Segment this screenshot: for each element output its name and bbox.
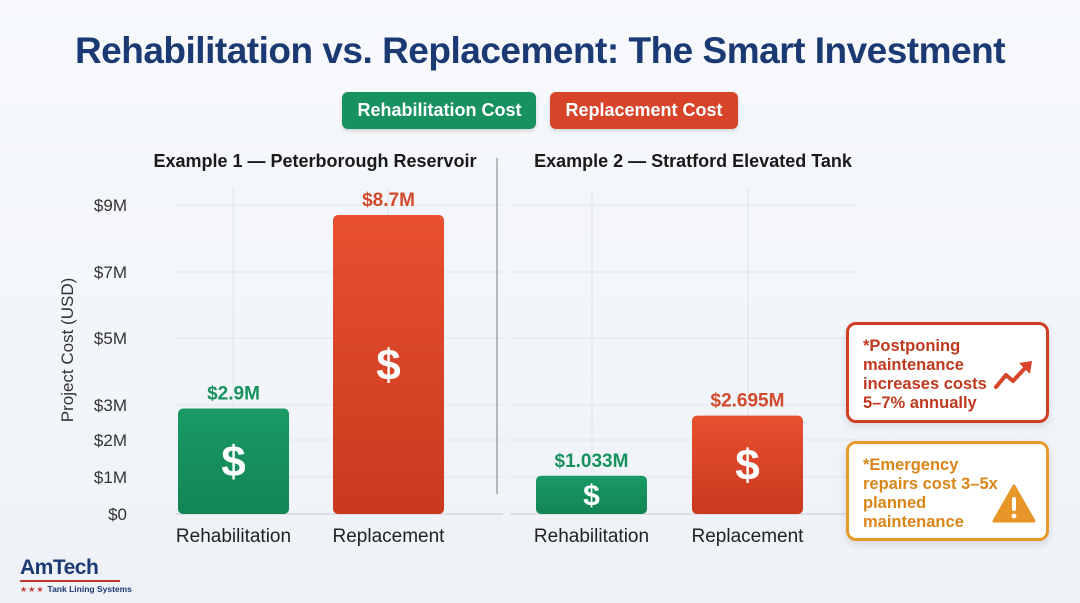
y-axis-label: Project Cost (USD): [58, 278, 77, 423]
panel-title: Example 2 — Stratford Elevated Tank: [534, 151, 853, 171]
amtech-logo: AmTech ★★★ Tank Lining Systems: [20, 557, 132, 594]
logo-name: AmTech: [20, 556, 99, 579]
legend-replacement-cost: Replacement Cost: [550, 92, 738, 129]
x-category-label: Replacement: [692, 526, 805, 547]
callout-postponing-text: *Postponing maintenance increases costs …: [863, 337, 987, 412]
bar-dollar-symbol: $: [735, 441, 759, 490]
y-tick-label: $7M: [94, 263, 127, 282]
bar-value-label: $2.695M: [711, 391, 785, 412]
callout-emergency-repairs: *Emergency repairs cost 3–5x planned mai…: [846, 441, 1049, 541]
bar: [333, 215, 444, 515]
x-category-label: Replacement: [333, 526, 446, 547]
panel-title: Example 1 — Peterborough Reservoir: [153, 151, 476, 171]
logo-tagline: Tank Lining Systems: [47, 584, 132, 594]
bar-value-label: $2.9M: [207, 384, 260, 405]
y-tick-label: $3M: [94, 396, 127, 415]
y-tick-label: $0: [108, 505, 127, 524]
bar-value-label: $8.7M: [362, 190, 415, 211]
bar: [692, 415, 803, 514]
bar-value-label: $1.033M: [555, 451, 629, 472]
bar-dollar-symbol: $: [221, 438, 245, 487]
chart-legend: Rehabilitation Cost Replacement Cost: [0, 92, 1080, 129]
bar-dollar-symbol: $: [376, 341, 400, 390]
y-tick-label: $1M: [94, 468, 127, 487]
bar: [536, 475, 647, 514]
x-category-label: Rehabilitation: [176, 526, 291, 547]
page-title: Rehabilitation vs. Replacement: The Smar…: [74, 30, 1006, 71]
y-tick-label: $9M: [94, 196, 127, 215]
y-tick-label: $5M: [94, 329, 127, 348]
x-category-label: Rehabilitation: [534, 526, 649, 547]
warning-triangle-icon: [992, 484, 1036, 523]
logo-stars: ★★★: [20, 585, 45, 594]
logo-underline: [20, 580, 120, 582]
bar: [178, 408, 289, 514]
callout-postponing-maintenance: *Postponing maintenance increases costs …: [846, 322, 1049, 423]
logo-tagline-row: ★★★ Tank Lining Systems: [20, 584, 132, 594]
y-tick-label: $2M: [94, 431, 127, 450]
callout-emergency-text: *Emergency repairs cost 3–5x planned mai…: [863, 456, 998, 531]
bar-dollar-symbol: $: [583, 479, 600, 512]
trend-up-arrow-icon: [994, 361, 1032, 389]
legend-rehabilitation-cost: Rehabilitation Cost: [342, 92, 537, 129]
